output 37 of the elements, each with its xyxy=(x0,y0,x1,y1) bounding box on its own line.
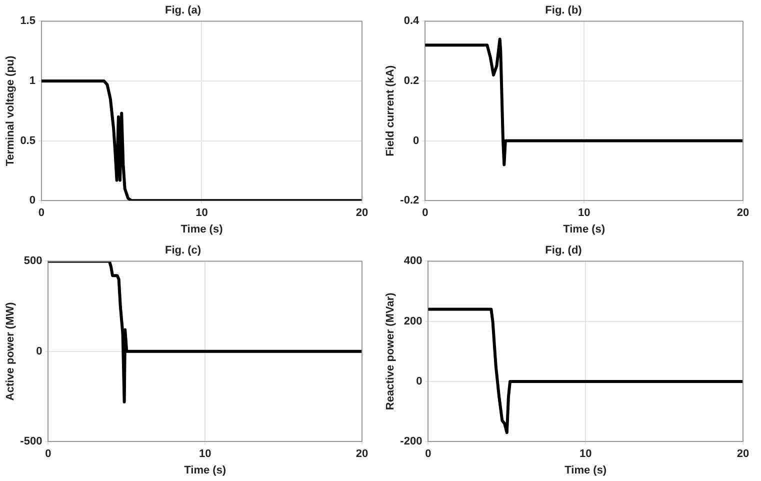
y-tick-label: 0 xyxy=(29,194,36,207)
x-tick-label: 0 xyxy=(425,448,432,460)
y-axis-title: Terminal voltage (pu) xyxy=(4,55,17,166)
y-tick-label: -200 xyxy=(400,436,422,448)
x-tick-label: 10 xyxy=(578,207,590,220)
y-tick-label: 0.5 xyxy=(20,134,36,147)
x-tick-label: 20 xyxy=(736,207,750,220)
x-tick-label: 10 xyxy=(579,448,592,460)
chart-title: Fig. (d) xyxy=(545,244,582,257)
y-tick-label: 0.4 xyxy=(404,15,420,28)
x-tick-label: 20 xyxy=(356,448,368,460)
x-axis-title: Time (s) xyxy=(184,464,226,476)
x-axis-title: Time (s) xyxy=(564,464,607,476)
x-tick-label: 20 xyxy=(356,207,368,220)
y-tick-label: 0 xyxy=(36,345,42,358)
x-tick-label: 10 xyxy=(198,448,212,460)
x-axis-title: Time (s) xyxy=(180,223,224,236)
y-tick-label: 0.2 xyxy=(404,75,420,88)
chart-title: Fig. (b) xyxy=(545,4,582,17)
y-tick-label: 0 xyxy=(416,376,422,388)
x-tick-label: 0 xyxy=(45,448,52,460)
y-tick-label: -0.2 xyxy=(400,194,420,207)
y-tick-label: 500 xyxy=(24,255,42,268)
y-tick-label: -500 xyxy=(20,436,42,448)
y-tick-label: 1.5 xyxy=(20,15,36,28)
y-tick-label: 200 xyxy=(404,315,422,328)
chart-title: Fig. (c) xyxy=(164,244,202,257)
y-tick-label: 0 xyxy=(413,134,420,147)
y-tick-label: 1 xyxy=(29,75,36,88)
y-axis-title: Field current (kA) xyxy=(384,65,397,156)
y-axis-title: Reactive power (MVar) xyxy=(384,292,397,410)
x-tick-label: 20 xyxy=(736,448,750,460)
x-axis-title: Time (s) xyxy=(563,223,606,236)
chart-title: Fig. (a) xyxy=(164,4,202,17)
x-tick-label: 10 xyxy=(196,207,208,220)
y-tick-label: 400 xyxy=(404,255,422,268)
y-axis-title: Active power (MW) xyxy=(4,302,17,401)
